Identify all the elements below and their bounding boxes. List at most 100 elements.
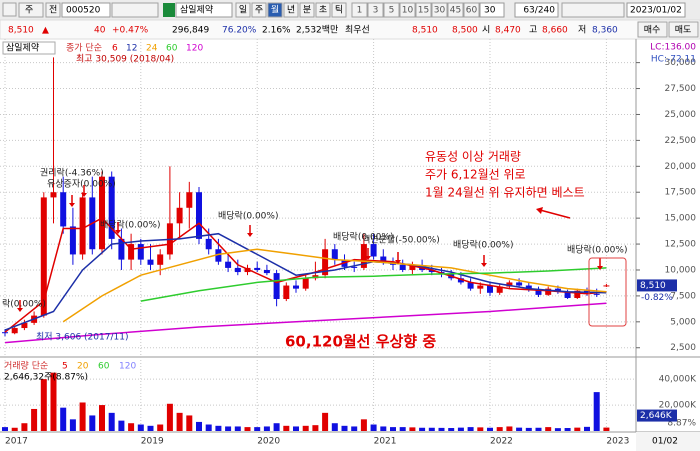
interval-button[interactable] [299, 2, 315, 18]
note-arrow [539, 209, 571, 219]
volume-bar [574, 427, 581, 431]
tick-select[interactable] [479, 2, 505, 18]
volume-pct: 8.87% [667, 419, 696, 429]
y-tick-label: 15,000 [665, 214, 697, 224]
stock-badge [163, 3, 175, 17]
count-input[interactable] [514, 2, 559, 18]
candle-body [176, 207, 183, 224]
volume-bar [79, 402, 86, 431]
note-bottom: 60,120월선 우상향 중 [285, 333, 436, 351]
event-arrow-head [81, 193, 87, 197]
date-input[interactable] [626, 2, 686, 18]
stock-name: 삼일제약 [180, 4, 213, 16]
sell-button[interactable] [668, 21, 699, 38]
candle-body [99, 176, 105, 250]
interval: 초 [319, 5, 327, 16]
period-select[interactable] [18, 2, 44, 18]
ma-line [140, 267, 607, 302]
interval-button[interactable] [251, 2, 267, 18]
event-label: 배당락(0.00%) [100, 219, 160, 231]
minute: 3 [373, 6, 379, 16]
volume-marker-label: 2,646K [640, 411, 673, 421]
candle-body [40, 197, 47, 316]
minute-button[interactable] [383, 2, 400, 18]
open-label: 시 [482, 25, 490, 36]
y-tick-label: 12,500 [665, 240, 697, 250]
candle-body [60, 192, 67, 227]
code-input[interactable] [61, 2, 111, 18]
candle-body [496, 286, 503, 293]
volume-bar [118, 420, 125, 431]
candle-body [322, 249, 329, 276]
interval: 주 [255, 5, 263, 16]
x-tick-label: 2020 [257, 437, 280, 447]
volume-bar [244, 427, 251, 431]
candle-body [186, 192, 193, 208]
candle-body [11, 328, 18, 334]
market-select[interactable] [45, 2, 61, 18]
minute-button[interactable] [399, 2, 416, 18]
minute: 1 [357, 6, 363, 16]
event-label: 락(0.00%) [2, 298, 46, 310]
buy-button[interactable] [637, 21, 668, 38]
note-arrow-head [536, 207, 543, 214]
menu-icon[interactable] [2, 2, 17, 17]
volume-bar [147, 425, 154, 431]
interval-button[interactable] [315, 2, 331, 18]
x-tick-label: 2017 [5, 437, 28, 447]
candle-body [254, 267, 261, 270]
event-arrow-head [395, 260, 401, 264]
volume-bar [516, 427, 523, 431]
candle-body [409, 265, 416, 270]
minute-button[interactable] [431, 2, 448, 18]
candle-body [118, 238, 125, 260]
event-arrow-head [17, 308, 23, 312]
candle-body [263, 269, 270, 274]
volume-bar [322, 412, 329, 431]
legend-entry: 6 [112, 44, 118, 54]
event-arrow-head [247, 233, 253, 237]
code-tools[interactable] [111, 2, 159, 18]
minute-button[interactable] [447, 2, 464, 18]
volume-bar [196, 421, 202, 431]
legend-ma-label: 종가 단순 [66, 43, 102, 54]
interval-button[interactable] [331, 2, 347, 18]
volume-bar [263, 426, 270, 431]
minute-button[interactable] [463, 2, 480, 18]
volume-bar [176, 412, 183, 431]
candle-body [593, 293, 600, 295]
candle-body [351, 266, 358, 268]
x-tick-label: 2023 [606, 437, 629, 447]
candle-body [564, 291, 571, 298]
volume-bar [477, 427, 484, 431]
candle-body [283, 285, 290, 300]
volume-bar [254, 427, 261, 431]
interval-button[interactable] [267, 2, 283, 18]
low: 8,360 [592, 26, 618, 36]
volume-bar [535, 427, 542, 431]
ma-line [4, 302, 607, 344]
candle-body [2, 332, 8, 334]
interval-button[interactable] [235, 2, 251, 18]
volume-bar [584, 426, 590, 431]
volume-legend-entry: 5 [62, 362, 68, 372]
high-label: 고 [529, 26, 537, 36]
legend-box [2, 41, 56, 55]
minute-button[interactable] [415, 2, 432, 18]
volume-bar [390, 427, 396, 431]
candle-body [147, 259, 154, 265]
lc: LC:136.00 [650, 43, 696, 53]
arrow: ▲ [42, 26, 49, 36]
volume-bar [487, 427, 493, 431]
minute: 60 [466, 6, 478, 16]
tool-icons[interactable] [561, 2, 625, 18]
minute-button[interactable] [351, 2, 368, 18]
event-arrow-head [115, 230, 121, 234]
candle-body [525, 285, 532, 290]
interval-button[interactable] [283, 2, 299, 18]
best-label: 최우선 [345, 25, 370, 36]
minute-button[interactable] [367, 2, 384, 18]
minute: 10 [402, 6, 414, 16]
candle-body [273, 273, 280, 300]
